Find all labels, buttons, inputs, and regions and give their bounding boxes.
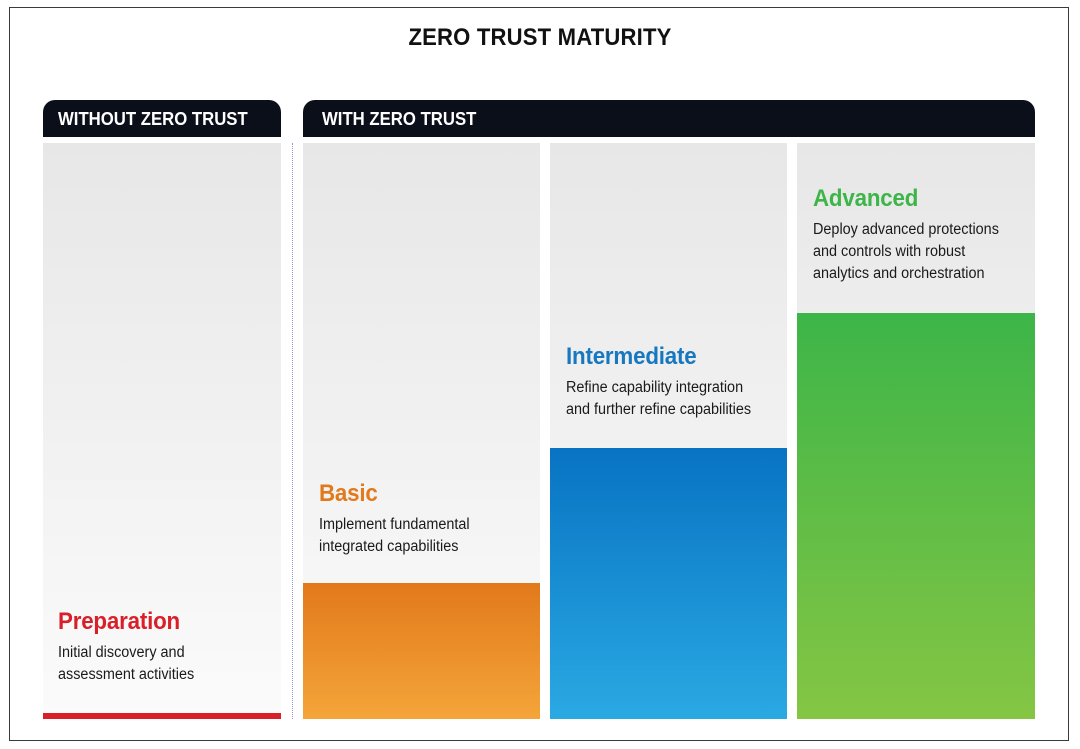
stage-description-basic-text: Implement fundamental integrated capabil… (319, 516, 470, 555)
stage-column-intermediate: Intermediate Refine capability integrati… (550, 143, 787, 719)
stage-name-intermediate: Intermediate (566, 343, 781, 371)
diagram-frame (9, 7, 1069, 741)
stage-text-intermediate: Intermediate Refine capability integrati… (566, 343, 781, 421)
header-without-zero-trust: WITHOUT ZERO TRUST (43, 100, 281, 137)
header-with-label: WITH ZERO TRUST (322, 109, 477, 129)
stage-text-preparation: Preparation Initial discovery and assess… (58, 608, 273, 686)
stage-column-basic: Basic Implement fundamental integrated c… (303, 143, 540, 719)
stage-name-preparation-text: Preparation (58, 608, 180, 635)
stage-name-preparation: Preparation (58, 608, 273, 636)
stage-bar-basic (303, 583, 540, 719)
stage-column-advanced: Advanced Deploy advanced protections and… (797, 143, 1035, 719)
section-divider (292, 143, 293, 719)
stage-name-intermediate-text: Intermediate (566, 343, 697, 370)
stage-description-basic: Implement fundamental integrated capabil… (319, 514, 509, 558)
diagram-title: ZERO TRUST MATURITY (408, 24, 672, 51)
header-without-label: WITHOUT ZERO TRUST (58, 109, 248, 129)
header-with-zero-trust: WITH ZERO TRUST (303, 100, 1035, 137)
stage-text-advanced: Advanced Deploy advanced protections and… (813, 185, 1033, 285)
stage-description-advanced-text: Deploy advanced protections and controls… (813, 221, 999, 282)
stage-name-advanced-text: Advanced (813, 185, 919, 212)
stage-description-intermediate: Refine capability integration and furthe… (566, 377, 781, 421)
stage-name-advanced: Advanced (813, 185, 1033, 213)
stage-bar-advanced (797, 313, 1035, 719)
stage-description-preparation-text: Initial discovery and assessment activit… (58, 644, 195, 683)
stage-bar-preparation (43, 713, 281, 719)
stage-description-advanced: Deploy advanced protections and controls… (813, 219, 1033, 285)
stage-name-basic: Basic (319, 480, 534, 508)
stage-text-basic: Basic Implement fundamental integrated c… (319, 480, 534, 558)
stage-name-basic-text: Basic (319, 480, 378, 507)
stage-column-preparation: Preparation Initial discovery and assess… (43, 143, 281, 719)
stage-description-preparation: Initial discovery and assessment activit… (58, 642, 218, 686)
stage-bar-intermediate (550, 448, 787, 719)
stage-description-intermediate-text: Refine capability integration and furthe… (566, 379, 752, 418)
